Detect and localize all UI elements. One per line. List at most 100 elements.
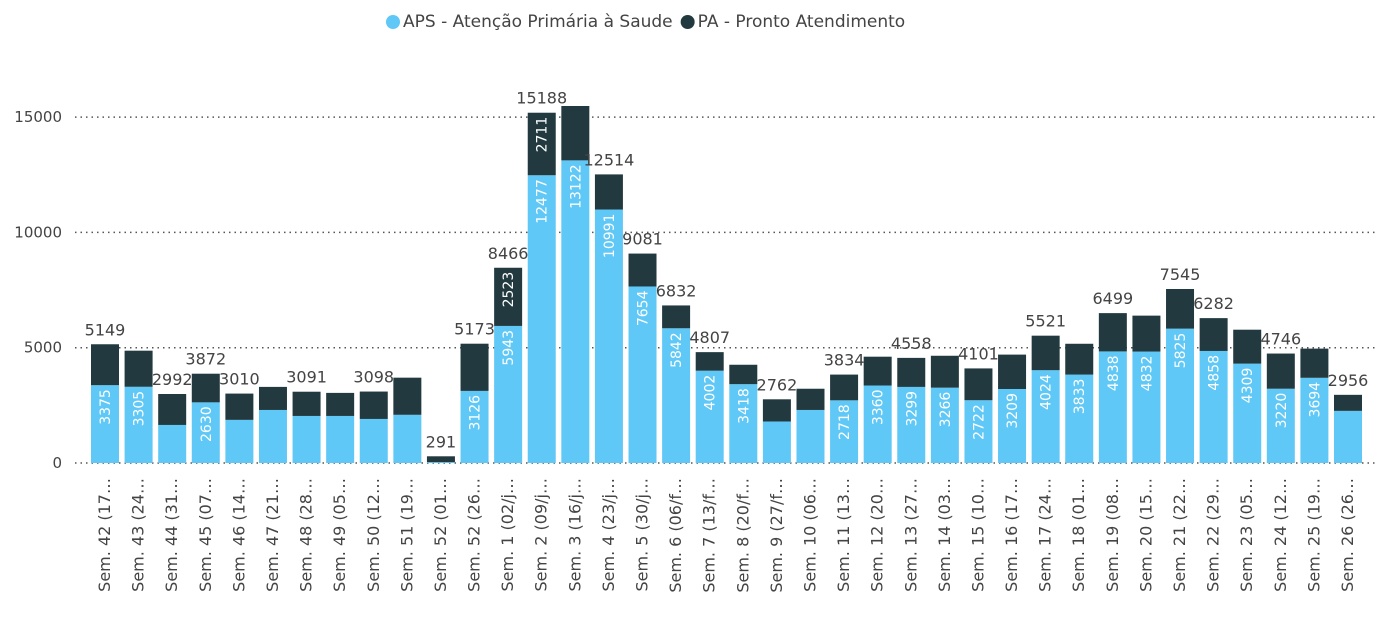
data-label: 2722 — [971, 404, 987, 440]
bar-segment — [998, 388, 1027, 463]
bar-segment — [1098, 313, 1127, 352]
bar-segment — [460, 390, 489, 463]
data-label: 4002 — [703, 375, 719, 411]
data-label: 3375 — [98, 389, 114, 425]
x-tick-label: Sem. 16 (17… — [1002, 478, 1021, 592]
total-label: 3010 — [219, 370, 260, 389]
x-tick-label: Sem. 10 (06… — [800, 478, 819, 592]
x-tick-label: Sem. 20 (15… — [1136, 478, 1155, 592]
legend-marker — [386, 15, 400, 29]
total-label: 6499 — [1092, 289, 1133, 308]
bar-segment — [964, 368, 993, 401]
data-label: 4832 — [1139, 356, 1155, 392]
x-tick-label: Sem. 50 (12… — [364, 478, 383, 592]
bar-segment — [158, 393, 187, 425]
x-tick-label: Sem. 17 (24… — [1036, 478, 1055, 592]
bar-segment — [124, 386, 153, 463]
bar-segment — [796, 388, 825, 410]
x-tick-label: Sem. 42 (17… — [95, 478, 114, 592]
bar-segment — [460, 343, 489, 391]
bar-segment — [527, 112, 556, 176]
x-tick-label: Sem. 11 (13… — [834, 478, 853, 592]
data-label: 2630 — [199, 406, 215, 442]
data-label: 4858 — [1207, 355, 1223, 391]
data-label: 3418 — [736, 388, 752, 424]
bar-segment — [1031, 370, 1060, 463]
x-tick-label: Sem. 47 (21… — [263, 478, 282, 592]
bar-segment — [426, 462, 455, 463]
bar-segment — [762, 421, 791, 463]
bar-segment — [930, 387, 959, 463]
total-label: 3091 — [286, 368, 327, 387]
bar-segment — [830, 400, 859, 463]
x-tick-label: Sem. 8 (20/f… — [733, 478, 752, 593]
bar-segment — [1166, 288, 1195, 329]
x-tick-label: Sem. 51 (19… — [397, 478, 416, 592]
bar-segment — [594, 174, 623, 210]
bar-segment — [225, 419, 254, 463]
data-label: 13122 — [568, 164, 584, 209]
bar-segment — [393, 414, 422, 463]
data-label: 3266 — [938, 392, 954, 428]
data-label: 7654 — [636, 290, 652, 326]
data-label: 4838 — [1106, 355, 1122, 391]
data-label: 5943 — [501, 330, 517, 366]
data-label: 3694 — [1307, 382, 1323, 418]
bar-segment — [1098, 351, 1127, 463]
total-label: 8466 — [488, 244, 529, 263]
bar-segment — [326, 415, 355, 463]
bar-segment — [1266, 353, 1295, 389]
bar-segment — [662, 328, 691, 463]
bar-segment — [1300, 377, 1329, 463]
data-label: 2711 — [535, 117, 551, 153]
bar-segment — [1334, 410, 1362, 463]
data-label: 10991 — [602, 214, 618, 259]
total-label: 4101 — [958, 344, 999, 363]
x-tick-label: Sem. 45 (07… — [196, 478, 215, 592]
bar-segment — [930, 355, 959, 388]
y-tick-label: 15000 — [14, 108, 62, 126]
bar-segment — [1233, 329, 1262, 364]
total-label: 3098 — [353, 368, 394, 387]
total-label: 2992 — [152, 370, 193, 389]
x-tick-label: Sem. 52 (01… — [431, 478, 450, 592]
bar-segment — [494, 267, 523, 326]
bar-segment — [359, 391, 388, 419]
bar-segment — [729, 384, 758, 463]
total-label: 291 — [426, 432, 457, 451]
bar-segment — [326, 392, 355, 416]
data-label: 4309 — [1240, 368, 1256, 404]
x-tick-label: Sem. 9 (27/f… — [767, 478, 786, 593]
bar-segment — [1132, 351, 1161, 463]
total-label: 6832 — [656, 281, 697, 300]
x-tick-label: Sem. 2 (09/j… — [532, 478, 551, 591]
data-label: 5842 — [669, 332, 685, 368]
bar-segment — [796, 409, 825, 463]
x-tick-label: Sem. 4 (23/j… — [599, 478, 618, 591]
bar-segment — [561, 105, 590, 161]
bar-segment — [1266, 388, 1295, 463]
x-tick-label: Sem. 15 (10… — [968, 478, 987, 592]
data-label: 3299 — [904, 391, 920, 427]
bar-segment — [662, 305, 691, 329]
bar-segment — [729, 364, 758, 385]
bar-segment — [1166, 328, 1195, 463]
bar-segment — [1031, 335, 1060, 371]
total-label: 2956 — [1328, 371, 1369, 390]
data-label: 5825 — [1173, 333, 1189, 369]
x-tick-label: Sem. 5 (30/j… — [633, 478, 652, 591]
total-label: 4746 — [1260, 330, 1301, 349]
bar-segment — [897, 357, 926, 387]
data-label: 3360 — [871, 390, 887, 426]
bar-segment — [91, 385, 119, 463]
bar-segment — [628, 286, 657, 463]
x-tick-label: Sem. 13 (27… — [901, 478, 920, 592]
x-tick-label: Sem. 12 (20… — [868, 478, 887, 592]
bar-segment — [124, 350, 153, 387]
x-tick-label: Sem. 14 (03… — [935, 478, 954, 592]
total-label: 9081 — [622, 230, 663, 249]
bar-segment — [426, 456, 455, 463]
bar-segment — [1199, 350, 1228, 463]
data-label: 3209 — [1005, 393, 1021, 429]
y-tick-label: 5000 — [24, 339, 62, 357]
